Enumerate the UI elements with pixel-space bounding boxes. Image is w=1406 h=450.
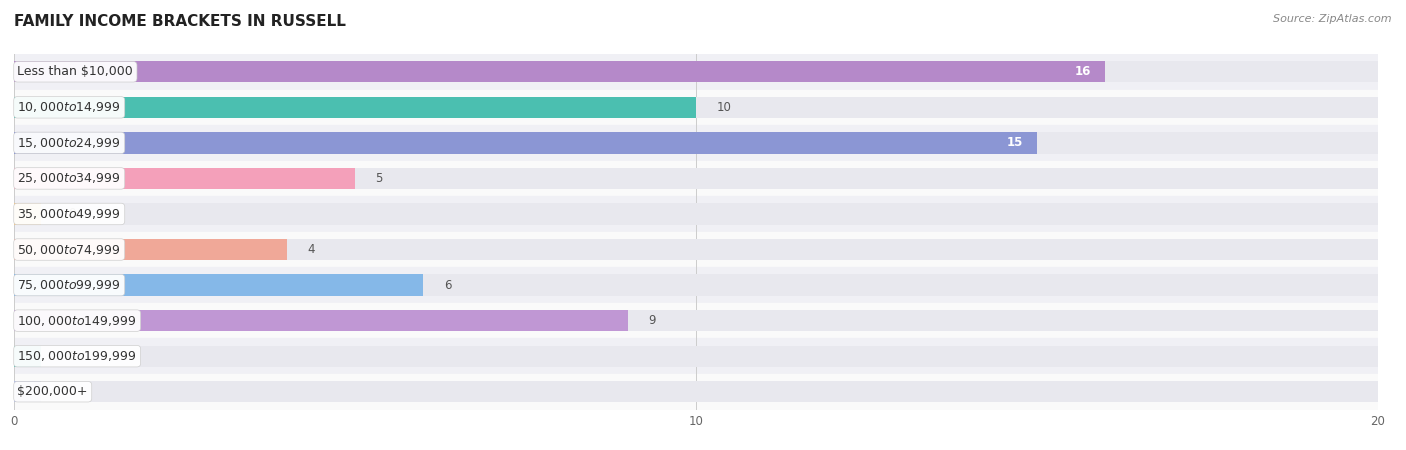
Bar — [14, 239, 287, 260]
Bar — [14, 310, 627, 331]
Text: $25,000 to $34,999: $25,000 to $34,999 — [17, 171, 121, 185]
Text: 0: 0 — [69, 350, 76, 363]
Text: 0: 0 — [69, 385, 76, 398]
Text: $100,000 to $149,999: $100,000 to $149,999 — [17, 314, 136, 328]
Text: $75,000 to $99,999: $75,000 to $99,999 — [17, 278, 121, 292]
Bar — [14, 338, 1378, 374]
Bar — [14, 274, 423, 296]
Text: 0: 0 — [69, 207, 76, 220]
Text: $50,000 to $74,999: $50,000 to $74,999 — [17, 243, 121, 256]
Bar — [14, 61, 1378, 82]
Bar — [14, 346, 41, 367]
Bar — [14, 203, 41, 225]
Text: 10: 10 — [717, 101, 731, 114]
Bar — [14, 232, 1378, 267]
Text: 15: 15 — [1007, 136, 1024, 149]
Text: 16: 16 — [1076, 65, 1091, 78]
Bar — [14, 168, 356, 189]
Bar — [14, 97, 696, 118]
Bar — [14, 303, 1378, 338]
Bar — [14, 61, 1105, 82]
Text: $10,000 to $14,999: $10,000 to $14,999 — [17, 100, 121, 114]
Bar — [14, 54, 1378, 90]
Bar — [14, 132, 1038, 153]
Bar — [14, 168, 1378, 189]
Bar — [14, 267, 1378, 303]
Text: Source: ZipAtlas.com: Source: ZipAtlas.com — [1274, 14, 1392, 23]
Bar — [14, 310, 1378, 331]
Text: 5: 5 — [375, 172, 382, 185]
Bar — [14, 196, 1378, 232]
Text: Less than $10,000: Less than $10,000 — [17, 65, 134, 78]
Bar — [14, 90, 1378, 125]
Bar — [14, 203, 1378, 225]
Bar — [14, 97, 1378, 118]
Bar — [14, 125, 1378, 161]
Text: 4: 4 — [308, 243, 315, 256]
Bar — [14, 161, 1378, 196]
Bar — [14, 239, 1378, 260]
Bar — [14, 274, 1378, 296]
Text: $35,000 to $49,999: $35,000 to $49,999 — [17, 207, 121, 221]
Bar — [14, 346, 1378, 367]
Bar — [14, 374, 1378, 410]
Bar — [14, 381, 41, 402]
Text: $15,000 to $24,999: $15,000 to $24,999 — [17, 136, 121, 150]
Text: $150,000 to $199,999: $150,000 to $199,999 — [17, 349, 136, 363]
Text: FAMILY INCOME BRACKETS IN RUSSELL: FAMILY INCOME BRACKETS IN RUSSELL — [14, 14, 346, 28]
Bar — [14, 381, 1378, 402]
Text: $200,000+: $200,000+ — [17, 385, 89, 398]
Bar — [14, 132, 1378, 153]
Text: 6: 6 — [444, 279, 451, 292]
Text: 9: 9 — [648, 314, 655, 327]
